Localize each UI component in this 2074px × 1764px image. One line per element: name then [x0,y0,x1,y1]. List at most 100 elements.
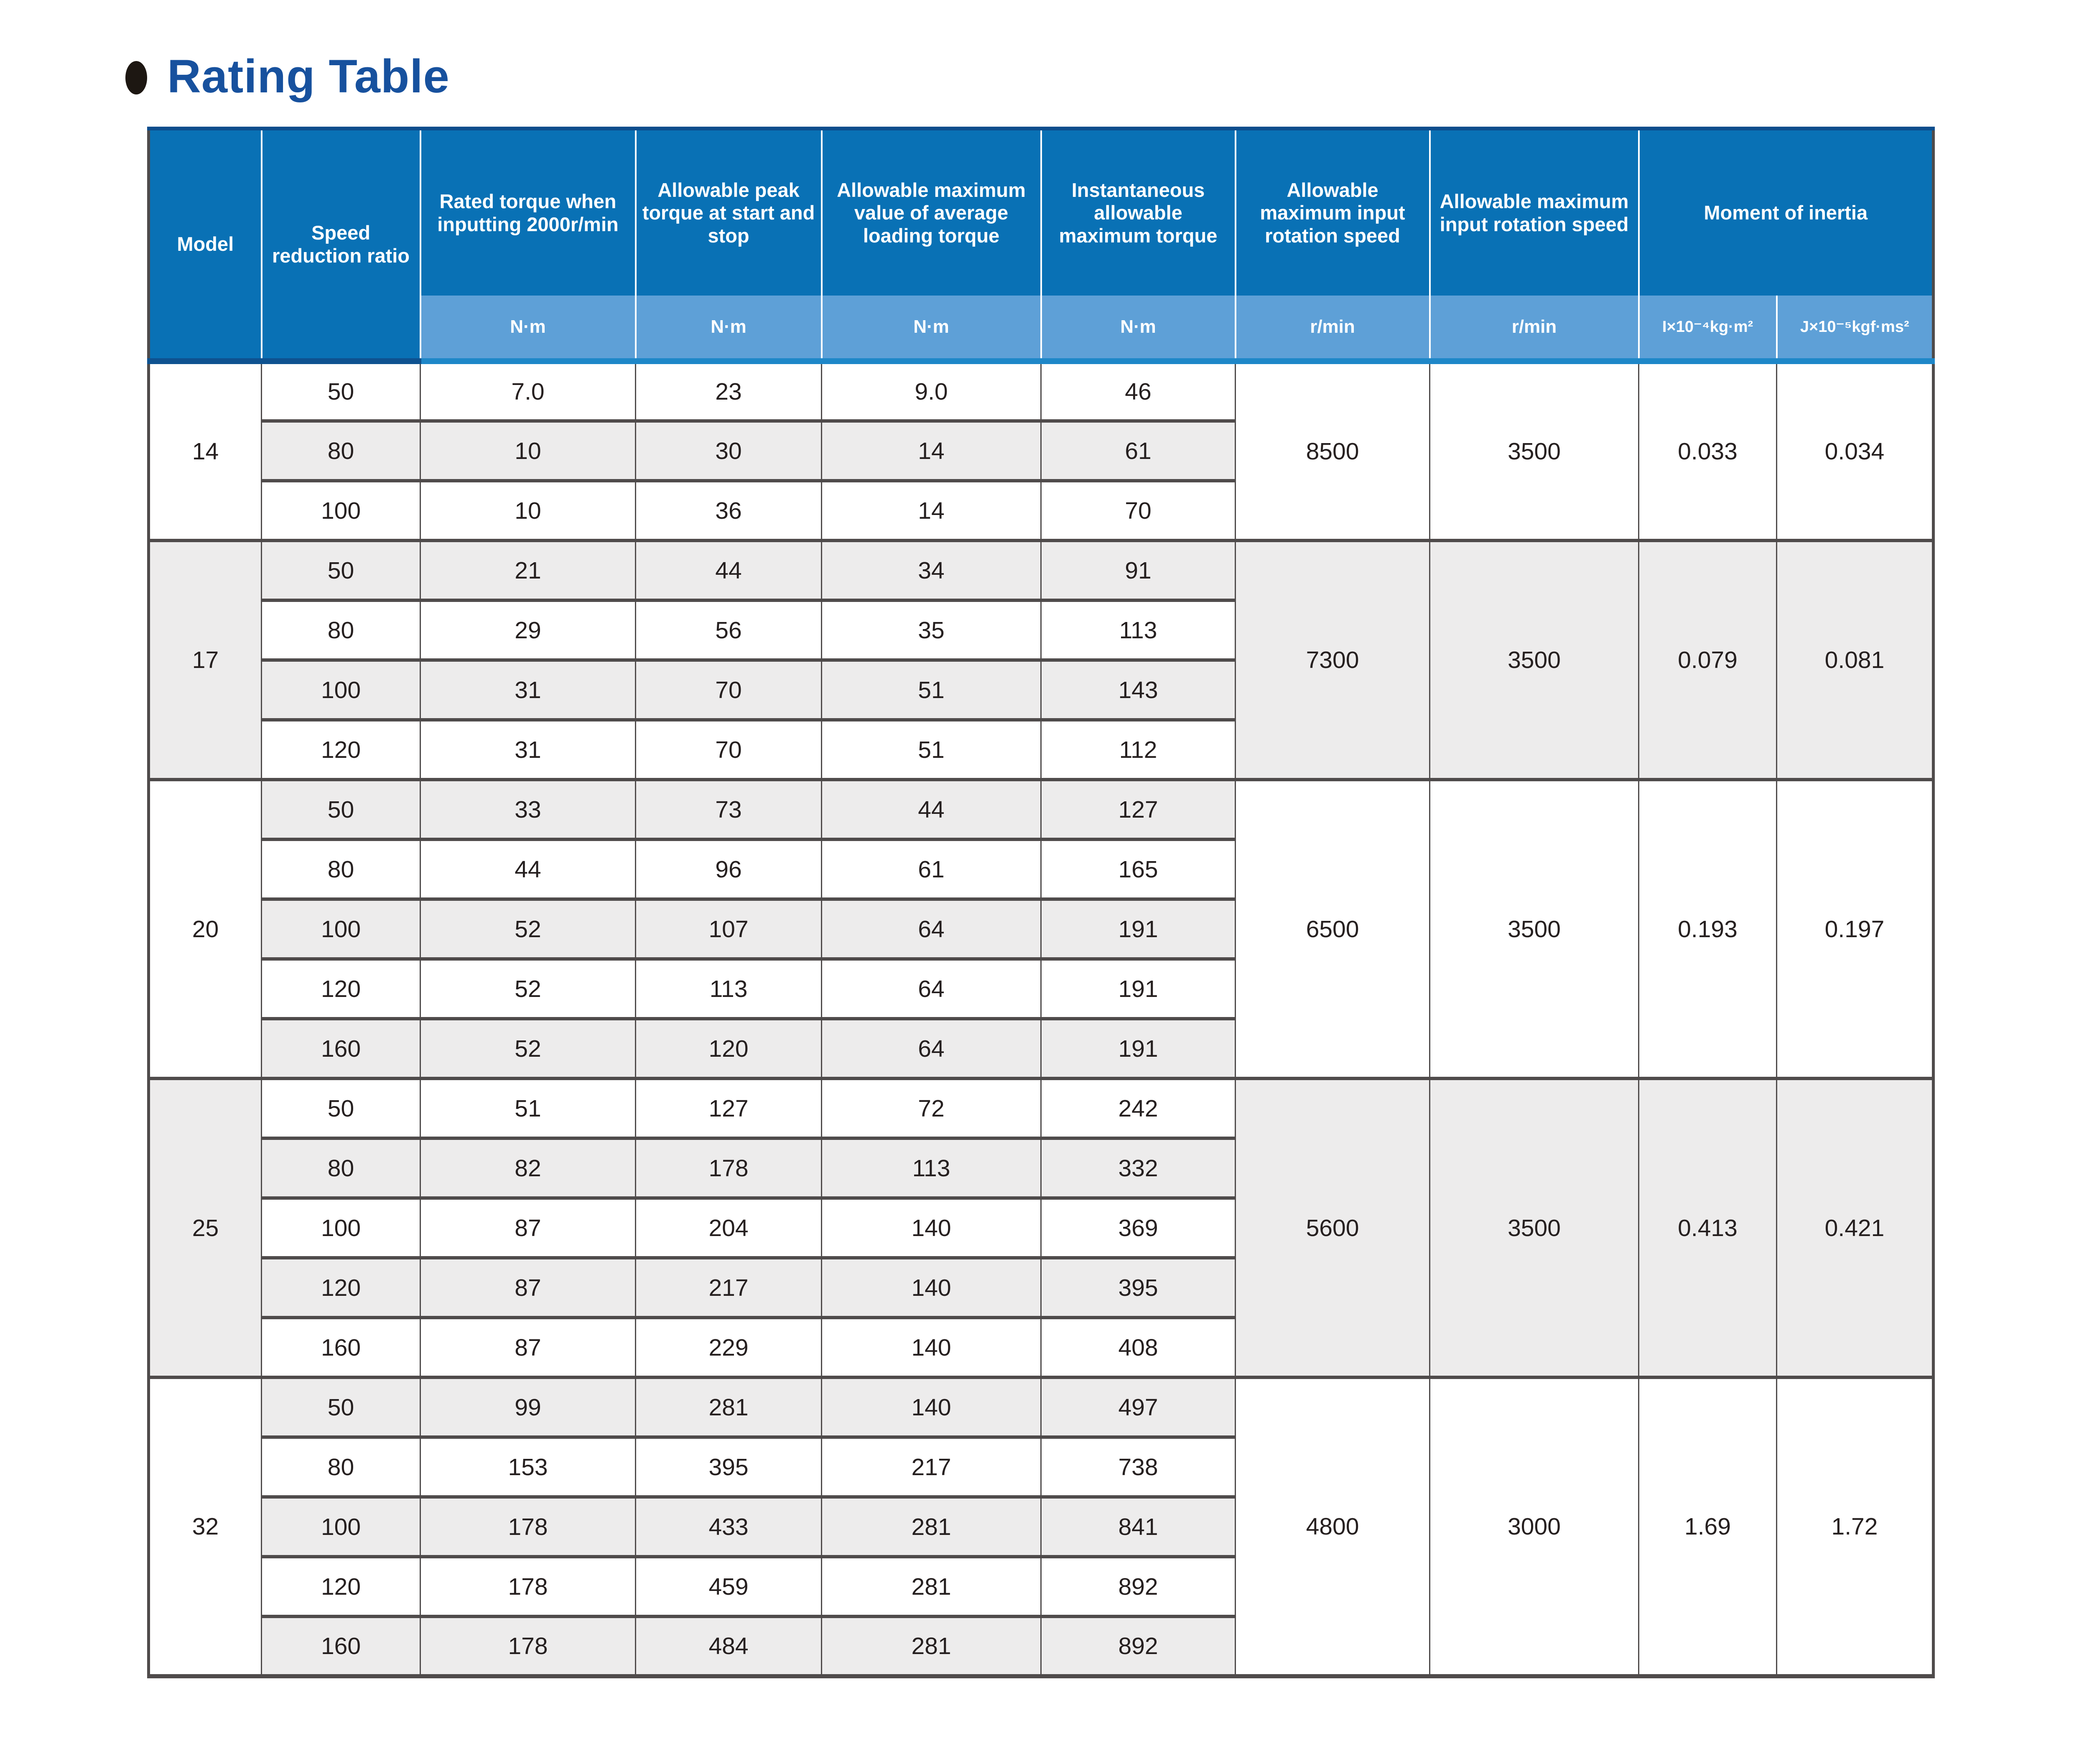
max-input-speed-2-cell: 3500 [1429,1077,1639,1377]
value-cell: 82 [420,1137,636,1198]
table-row: 100 52 107 64 191 [149,897,1934,959]
table-row: 160 178 484 281 892 [149,1615,1934,1676]
max-input-speed-cell: 7300 [1235,539,1430,780]
speed-ratio-cell: 50 [261,1376,421,1437]
value-cell: 178 [420,1555,636,1616]
unit-inertia-kg-m2: I×10⁻⁴kg·m² [1638,296,1778,364]
value-cell: 204 [635,1196,822,1258]
value-cell: 140 [821,1316,1042,1377]
value-cell: 31 [420,718,636,780]
value-cell: 892 [1040,1555,1236,1616]
value-cell: 64 [821,897,1042,959]
col-header-speed-reduction-ratio: Speed reduction ratio [260,128,421,364]
value-cell: 91 [1040,539,1236,600]
col-header-moment-of-inertia: Moment of inertia [1638,128,1934,296]
speed-ratio-cell: 120 [261,1555,421,1616]
value-cell: 52 [420,1017,636,1078]
value-cell: 29 [420,599,636,660]
value-cell: 70 [635,718,822,780]
header-row-units: N·m N·m N·m N·m r/min r/min I×10⁻⁴kg·m² … [149,296,1934,364]
max-input-speed-cell: 8500 [1235,361,1430,540]
max-input-speed-2-cell: 3500 [1429,778,1639,1078]
value-cell: 140 [821,1196,1042,1258]
value-cell: 127 [1040,778,1236,839]
header-row-main: Model Speed reduction ratio Rated torque… [148,128,1934,364]
inertia-i-cell: 1.69 [1638,1376,1777,1676]
value-cell: 229 [635,1316,822,1377]
table-row: 100 31 70 51 143 [149,658,1934,720]
unit-average-loading-torque: N·m [820,296,1042,364]
unit-rated-torque: N·m [419,296,637,364]
value-cell: 113 [1040,599,1236,660]
value-cell: 73 [635,778,822,839]
value-cell: 191 [1040,1017,1236,1078]
table-row: 100 87 204 140 369 [149,1196,1934,1258]
value-cell: 395 [635,1435,822,1497]
unit-instantaneous-torque: N·m [1040,296,1236,364]
rating-table: Model Speed reduction ratio Rated torque… [147,127,1935,1678]
speed-ratio-cell: 100 [261,479,421,540]
inertia-j-cell: 0.421 [1776,1077,1934,1377]
table-row: 100 178 433 281 841 [149,1495,1934,1557]
model-cell: 25 [148,1077,262,1377]
value-cell: 127 [635,1077,822,1138]
value-cell: 70 [635,658,822,720]
value-cell: 112 [1040,718,1236,780]
value-cell: 52 [420,957,636,1019]
value-cell: 33 [420,778,636,839]
max-input-speed-2-cell: 3000 [1429,1376,1639,1676]
speed-ratio-cell: 100 [261,658,421,720]
value-cell: 64 [821,957,1042,1019]
table-row: 160 52 120 64 191 [149,1017,1934,1078]
col-header-allowable-max-input-rotation-speed-1: Allowable maximum input rotation speed [1234,128,1431,296]
inertia-j-cell: 0.197 [1776,778,1934,1078]
table-row: 120 178 459 281 892 [149,1555,1934,1616]
max-input-speed-cell: 5600 [1235,1077,1430,1377]
value-cell: 44 [635,539,822,600]
value-cell: 140 [821,1256,1042,1318]
value-cell: 61 [821,838,1042,899]
speed-ratio-cell: 100 [261,897,421,959]
speed-ratio-cell: 80 [261,1435,421,1497]
speed-ratio-cell: 50 [261,539,421,600]
value-cell: 99 [420,1376,636,1437]
value-cell: 497 [1040,1376,1236,1437]
speed-ratio-cell: 160 [261,1615,421,1676]
value-cell: 72 [821,1077,1042,1138]
value-cell: 217 [635,1256,822,1318]
value-cell: 140 [821,1376,1042,1437]
value-cell: 35 [821,599,1042,660]
table-row: 80 82 178 113 332 [149,1137,1934,1198]
speed-ratio-cell: 80 [261,419,421,481]
value-cell: 96 [635,838,822,899]
speed-ratio-cell: 120 [261,957,421,1019]
value-cell: 36 [635,479,822,540]
col-header-rated-torque: Rated torque when inputting 2000r/min [419,128,637,296]
speed-ratio-cell: 50 [261,778,421,839]
inertia-i-cell: 0.413 [1638,1077,1777,1377]
model-cell: 32 [148,1376,262,1676]
value-cell: 14 [821,479,1042,540]
value-cell: 738 [1040,1435,1236,1497]
value-cell: 178 [420,1495,636,1557]
value-cell: 51 [821,658,1042,720]
value-cell: 87 [420,1316,636,1377]
value-cell: 153 [420,1435,636,1497]
col-header-allowable-peak-torque: Allowable peak torque at start and stop [634,128,823,296]
value-cell: 113 [635,957,822,1019]
unit-peak-torque: N·m [634,296,823,364]
value-cell: 44 [420,838,636,899]
value-cell: 408 [1040,1316,1236,1377]
value-cell: 281 [821,1555,1042,1616]
value-cell: 369 [1040,1196,1236,1258]
inertia-j-cell: 1.72 [1776,1376,1934,1676]
value-cell: 87 [420,1196,636,1258]
speed-ratio-cell: 160 [261,1316,421,1377]
speed-ratio-cell: 100 [261,1196,421,1258]
value-cell: 281 [821,1615,1042,1676]
table-row: 120 31 70 51 112 [149,718,1934,780]
value-cell: 23 [635,361,822,421]
max-input-speed-cell: 6500 [1235,778,1430,1078]
speed-ratio-cell: 50 [261,1077,421,1138]
value-cell: 52 [420,897,636,959]
